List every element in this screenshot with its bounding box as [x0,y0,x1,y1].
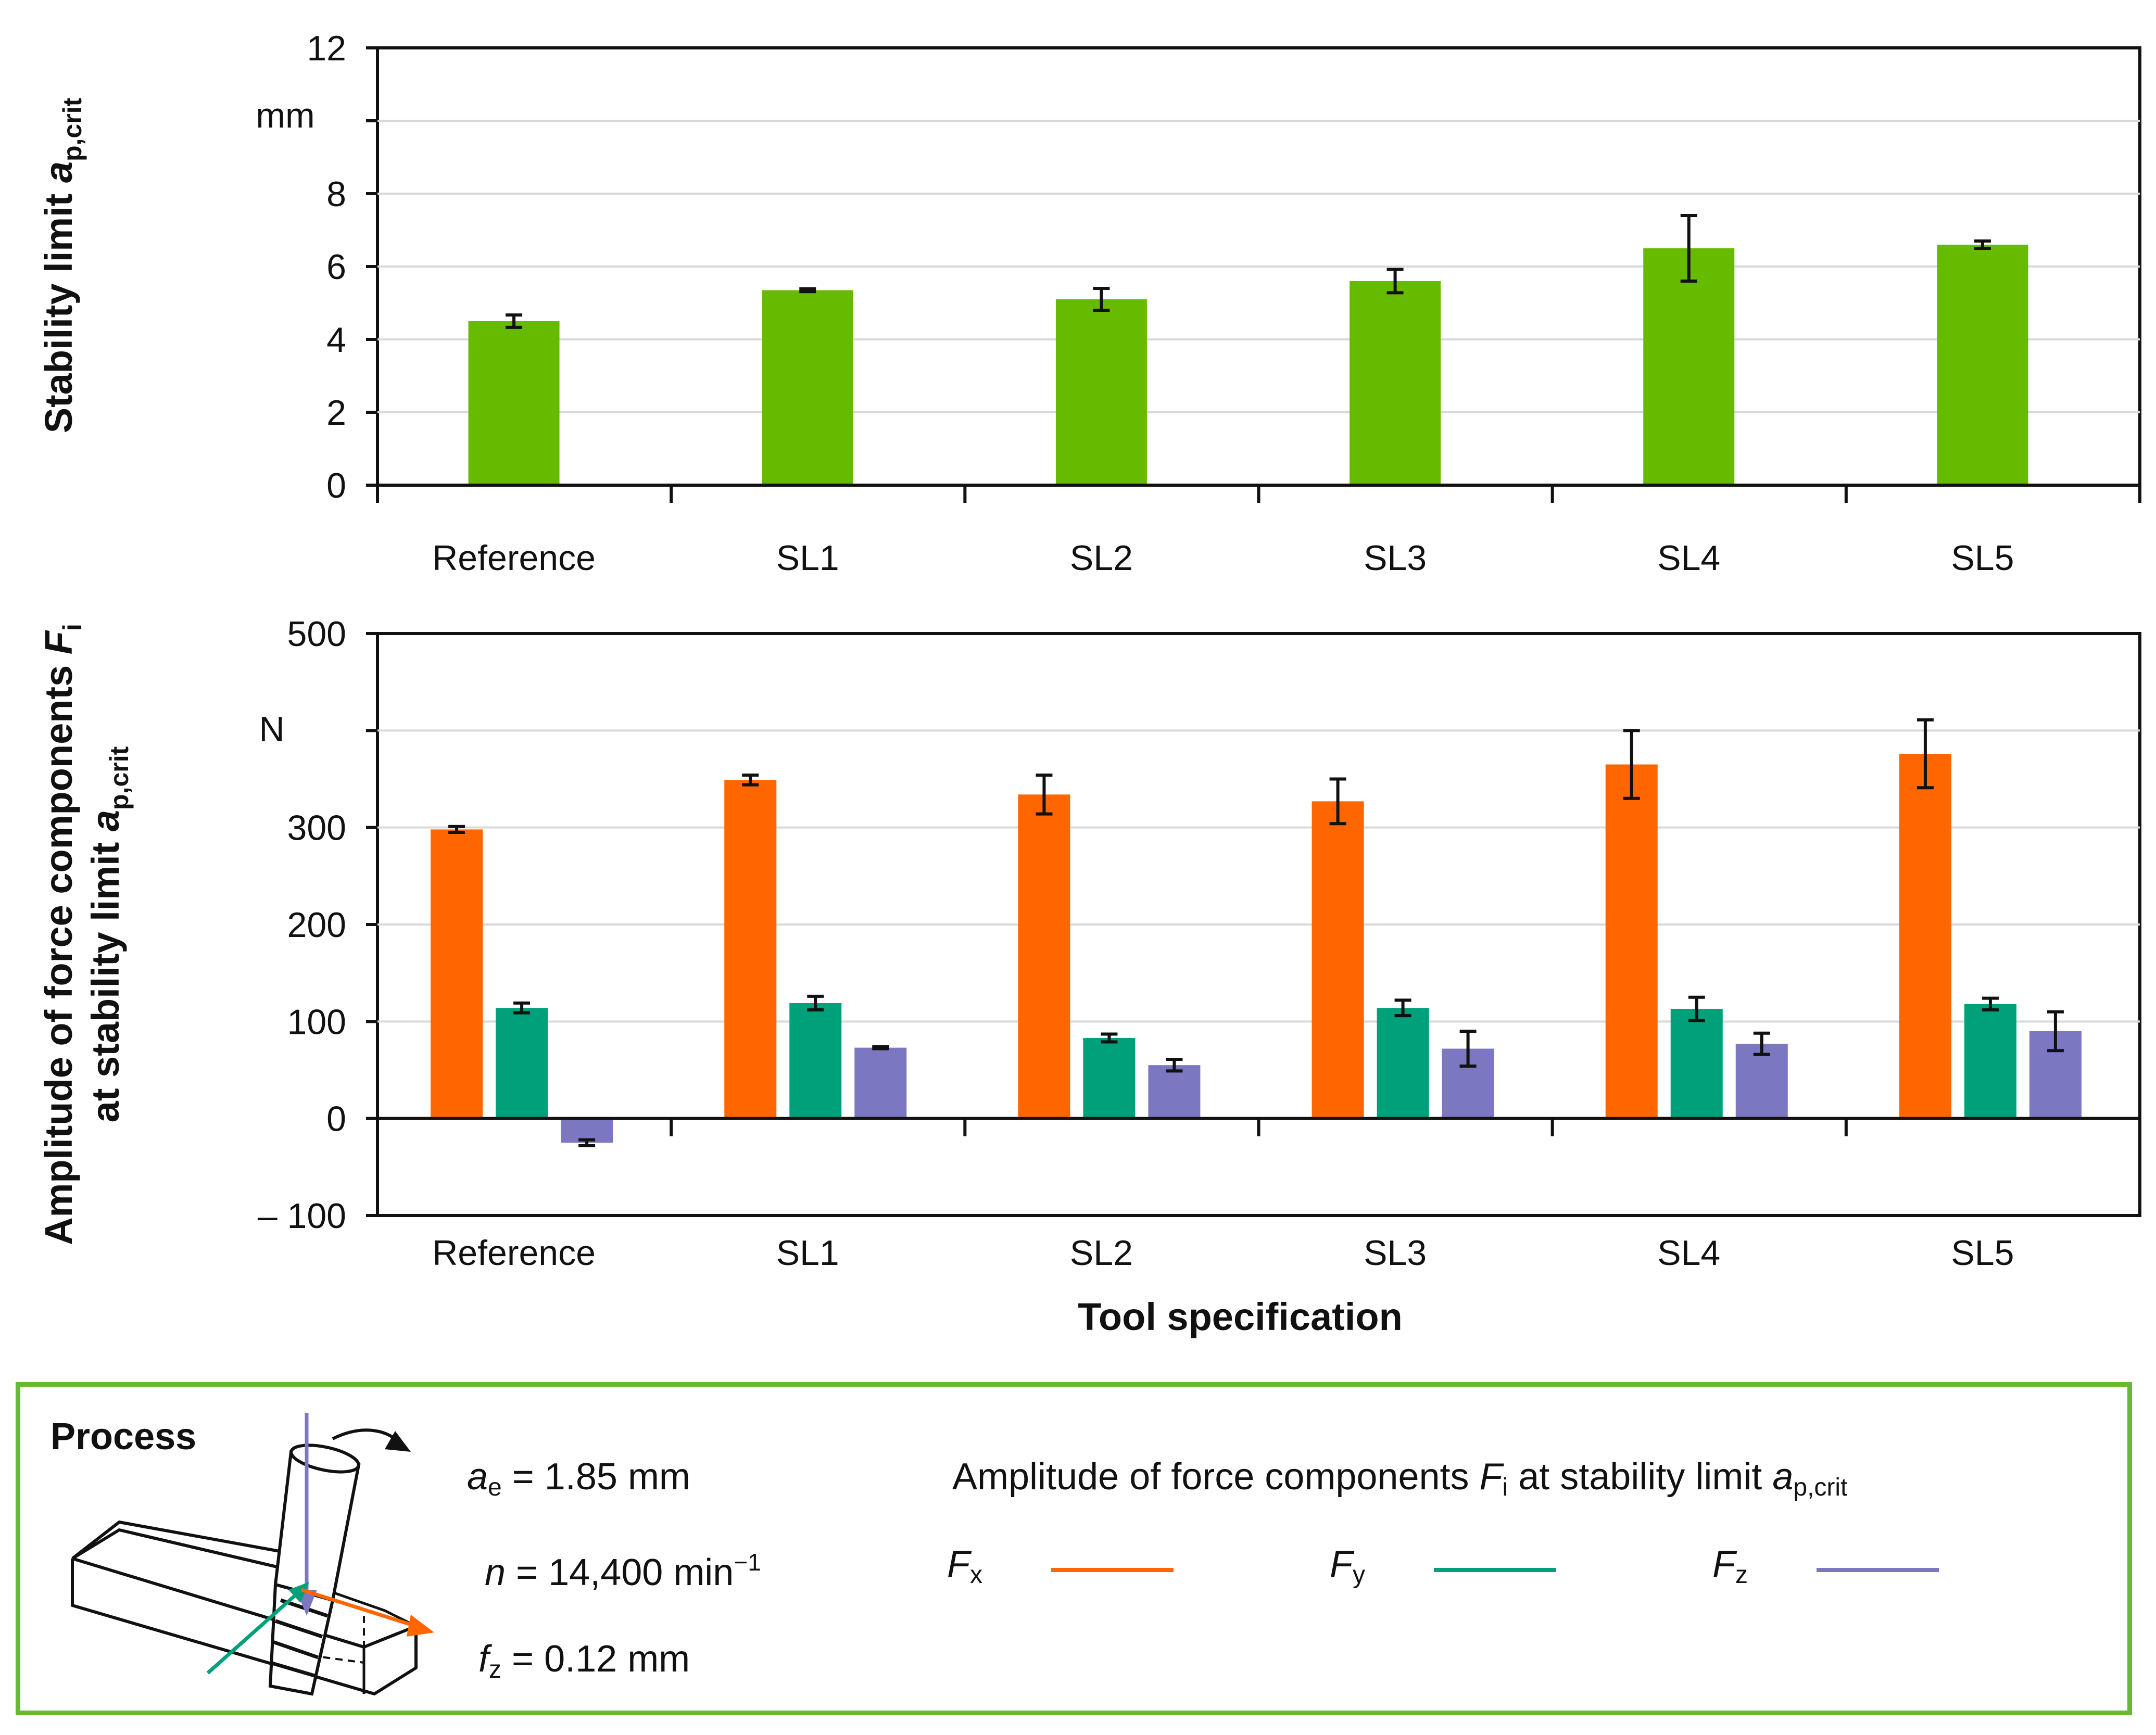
fz-parameter: fz = 0.12 mm [478,1638,690,1683]
top-y-axis-title: Stability limit ap,crit [37,97,87,433]
y-tick-label: 300 [287,808,346,848]
bar-fy-4 [1670,1009,1723,1119]
y-tick-label: 6 [326,247,346,287]
top-axis: 0 2 4 6 8 12 Reference SL1 SL2 SL3 SL4 SL5 [307,29,2141,578]
bar-fy-1 [789,1003,842,1119]
top-unit-label: mm [256,96,314,135]
legend-label-fx: Fx [947,1543,982,1589]
figure: 0 2 4 6 8 12 Reference SL1 SL2 SL3 SL4 SL5 mm Stabi… [37,29,2141,1338]
n-parameter: n = 14,400 min−1 [485,1549,761,1593]
bottom-y-axis-title-line1: Amplitude of force components Fi [37,624,87,1245]
bar-fz-1 [854,1047,907,1119]
y-tick-label: 200 [287,905,346,945]
bar-fx-4 [1605,764,1658,1119]
legend-swatch-fz [1817,1568,1939,1572]
fy-arrow [206,1588,303,1675]
x-tick-label: SL2 [1070,1233,1133,1273]
x-tick-label: SL1 [776,538,839,578]
y-tick-label: 8 [326,174,346,214]
process-panel: Process ae = 1.85 mm n = 14,400 min−1 fz… [16,1382,2132,1715]
legend-swatch-fy [1434,1568,1556,1572]
x-tick-label: SL3 [1364,538,1427,578]
x-tick-label: Reference [432,538,596,578]
bar-stability-3 [1350,281,1441,485]
bar-fx-0 [431,829,483,1119]
ae-parameter: ae = 1.85 mm [467,1456,690,1501]
bar-fx-1 [724,780,777,1119]
bar-fx-3 [1312,801,1364,1119]
x-tick-label: SL3 [1364,1233,1427,1273]
bar-stability-4 [1643,248,1735,485]
y-tick-label: 100 [287,1002,346,1042]
bar-stability-5 [1937,245,2028,485]
y-tick-label: 0 [326,1099,346,1139]
stability-limit-chart: 0 2 4 6 8 12 Reference SL1 SL2 SL3 SL4 SL5 mm Stabi… [37,29,2141,578]
bar-fx-5 [1899,754,1951,1119]
milling-process-sketch [71,1413,434,1696]
bar-fx-2 [1018,794,1070,1119]
bottom-y-axis-title-line2: at stability limit ap,crit [84,746,134,1122]
legend-label-fz: Fz [1712,1543,1748,1589]
fy-arrowhead [288,1582,309,1603]
top-gridlines [377,120,2140,413]
x-axis-title: Tool specification [1078,1295,1403,1338]
force-arrows [206,1413,434,1675]
process-title: Process [51,1416,197,1458]
bar-stability-0 [468,321,560,485]
bottom-gridlines [377,729,2140,1120]
bottom-unit-label: N [259,710,284,749]
fx-arrowhead [407,1615,434,1637]
top-bars [468,214,2028,485]
y-tick-label: 500 [287,614,346,654]
bottom-bars [431,718,2082,1147]
bar-fy-0 [496,1008,548,1119]
y-tick-label: 12 [307,29,346,68]
bar-fz-4 [1735,1044,1788,1119]
force-amplitude-chart: – 100 0 100 200 300 500 Reference SL1 SL2 SL3 SL4 S… [37,614,2141,1338]
y-tick-label: 4 [326,320,346,360]
bottom-axis: – 100 0 100 200 300 500 Reference SL1 SL2 SL3 SL4 S… [258,614,2141,1273]
legend-caption: Amplitude of force components Fi at stab… [952,1456,1848,1501]
y-tick-label: 2 [326,393,346,433]
legend-swatch-fx [1051,1568,1174,1572]
x-tick-label: SL4 [1657,538,1720,578]
x-tick-label: SL4 [1657,1233,1720,1273]
x-tick-label: Reference [432,1233,596,1273]
bar-stability-2 [1055,299,1147,485]
bar-fy-5 [1964,1004,2016,1119]
y-tick-label: – 100 [258,1196,346,1236]
x-tick-label: SL5 [1951,1233,2014,1273]
legend-label-fy: Fy [1330,1543,1365,1589]
end-mill-drawing [268,1428,411,1696]
y-tick-label: 0 [326,466,346,505]
x-tick-label: SL5 [1951,538,2014,578]
bar-fz-2 [1148,1065,1201,1119]
fx-arrow [300,1588,417,1628]
x-tick-label: SL2 [1070,538,1133,578]
bar-fy-3 [1377,1008,1429,1119]
x-tick-label: SL1 [776,1233,839,1273]
bar-fy-2 [1083,1038,1136,1119]
bar-stability-1 [762,290,853,485]
